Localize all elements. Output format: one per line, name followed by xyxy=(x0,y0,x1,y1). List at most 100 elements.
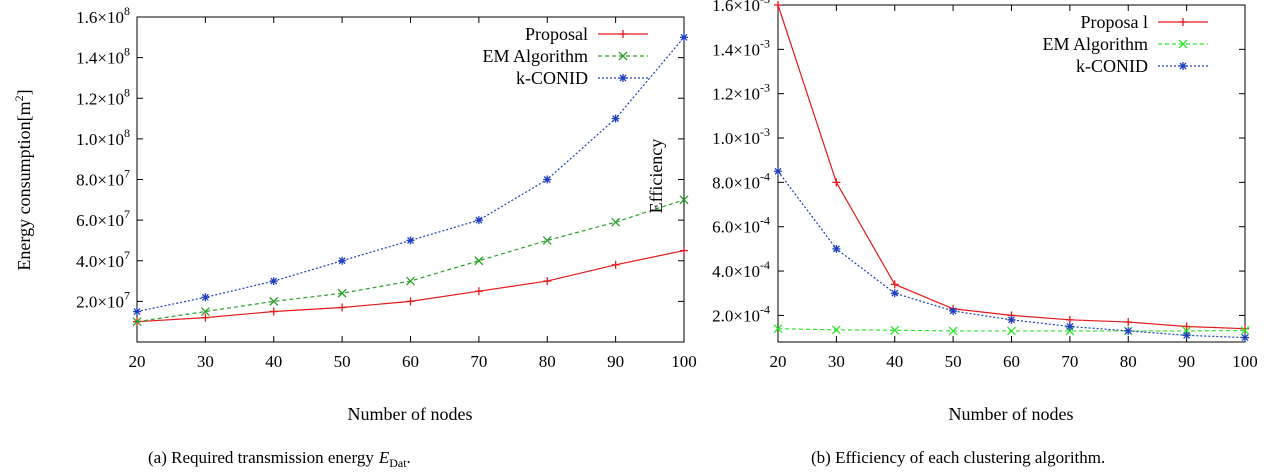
data-point xyxy=(201,293,210,302)
data-point xyxy=(611,114,620,123)
data-point xyxy=(406,276,415,286)
data-point xyxy=(269,296,279,306)
legend-marker xyxy=(618,51,628,61)
data-point xyxy=(774,167,782,176)
x-tick-label: 20 xyxy=(129,352,146,371)
data-point xyxy=(1182,331,1191,340)
chart-a-ylabel: Energy consumption[m2] xyxy=(12,89,34,270)
data-point xyxy=(1241,333,1249,342)
x-tick-label: 50 xyxy=(334,352,351,371)
legend-marker xyxy=(1178,39,1188,49)
y-tick-label: 1.6×108 xyxy=(76,4,130,27)
y-tick-label: 6.0×107 xyxy=(76,207,130,230)
data-point xyxy=(832,178,841,187)
data-point xyxy=(890,289,899,298)
series-line-1 xyxy=(136,250,685,323)
data-point xyxy=(337,288,347,298)
x-tick-label: 70 xyxy=(1061,352,1078,371)
y-tick-label: 1.6×10-3 xyxy=(712,0,770,15)
x-tick-label: 40 xyxy=(265,352,282,371)
chart-a: 20 30 40 50 60 70 80 90 100 2.0×107 4.0×107 6.0×107… xyxy=(12,4,697,470)
y-tick-label: 1.4×108 xyxy=(76,45,130,68)
legend-label: Proposa l xyxy=(1081,12,1149,32)
chart-b-ticks: 20 30 40 50 60 70 80 90 100 2.0×10-4 4.0×10-4 6.0×1… xyxy=(712,0,1258,371)
x-tick-label: 20 xyxy=(770,352,787,371)
chart-b-xlabel: Number of nodes xyxy=(949,404,1074,424)
data-point xyxy=(1007,326,1016,336)
series-line-1 xyxy=(777,4,1246,330)
x-tick-label: 80 xyxy=(1120,352,1137,371)
data-point xyxy=(474,287,483,296)
x-tick-label: 40 xyxy=(886,352,903,371)
legend-label: k-CONID xyxy=(516,68,588,88)
y-tick-label: 8.0×107 xyxy=(76,167,130,190)
data-point xyxy=(474,216,483,225)
y-tick-label: 6.0×10-4 xyxy=(712,214,770,237)
legend-label: Proposal xyxy=(525,24,588,44)
data-point xyxy=(1241,324,1249,333)
data-point xyxy=(406,297,415,306)
x-tick-label: 30 xyxy=(197,352,214,371)
x-tick-label: 100 xyxy=(1232,352,1258,371)
chart-a-plot-frame xyxy=(136,16,685,343)
legend-marker xyxy=(1179,18,1187,26)
legend-label: k-CONID xyxy=(1076,56,1148,76)
data-point xyxy=(949,306,958,315)
data-point xyxy=(1124,326,1133,335)
data-point xyxy=(679,195,689,205)
data-point xyxy=(890,325,900,335)
x-tick-label: 60 xyxy=(1003,352,1020,371)
y-tick-label: 1.2×10-3 xyxy=(712,81,770,104)
legend-label: EM Algorithm xyxy=(482,46,588,66)
legend-marker xyxy=(619,74,627,82)
chart-a-ticks: 20 30 40 50 60 70 80 90 100 2.0×107 4.0×107 6.0×107… xyxy=(76,4,697,371)
chart-b-series xyxy=(773,1,1250,342)
legend-marker xyxy=(1179,62,1187,70)
x-tick-label: 100 xyxy=(671,352,697,371)
chart-b-caption: (b) Efficiency of each clustering algori… xyxy=(811,448,1105,467)
data-point xyxy=(1007,315,1016,324)
data-point xyxy=(831,325,841,335)
y-tick-label: 4.0×107 xyxy=(76,248,130,271)
legend-marker xyxy=(619,30,627,38)
data-point xyxy=(1124,318,1133,327)
y-tick-label: 1.0×10-3 xyxy=(712,125,770,148)
legend-label: EM Algorithm xyxy=(1042,34,1148,54)
data-point xyxy=(611,217,621,227)
data-point xyxy=(474,256,484,266)
x-tick-label: 90 xyxy=(1178,352,1195,371)
chart-b-plot-frame xyxy=(777,4,1246,343)
data-point xyxy=(1240,326,1250,335)
x-tick-label: 80 xyxy=(539,352,556,371)
data-point xyxy=(680,33,688,42)
data-point xyxy=(338,303,347,312)
y-tick-label: 1.2×108 xyxy=(76,85,130,108)
data-point xyxy=(680,246,688,255)
data-point xyxy=(542,235,552,245)
data-point xyxy=(201,313,210,322)
chart-a-series xyxy=(132,33,689,327)
data-point xyxy=(133,307,141,316)
data-point xyxy=(832,244,841,253)
y-tick-label: 8.0×10-4 xyxy=(712,169,770,192)
x-tick-label: 50 xyxy=(945,352,962,371)
series-line-3 xyxy=(777,170,1246,339)
data-point xyxy=(269,277,278,286)
data-point xyxy=(1182,322,1191,331)
y-tick-label: 1.0×108 xyxy=(76,126,130,149)
data-point xyxy=(406,236,415,245)
data-point xyxy=(1065,322,1074,331)
data-point xyxy=(338,256,347,265)
chart-b: 20 30 40 50 60 70 80 90 100 2.0×10-4 4.0×10-4 6.0×1… xyxy=(646,0,1258,467)
data-point xyxy=(269,307,278,316)
data-point xyxy=(543,277,552,286)
x-tick-label: 30 xyxy=(828,352,845,371)
data-point xyxy=(773,324,783,334)
series-line-3 xyxy=(136,36,685,313)
y-tick-label: 2.0×107 xyxy=(76,288,130,311)
y-tick-label: 2.0×10-4 xyxy=(712,302,770,325)
data-point xyxy=(200,307,210,316)
chart-a-caption: (a) Required transmission energy EDat. xyxy=(148,448,411,470)
